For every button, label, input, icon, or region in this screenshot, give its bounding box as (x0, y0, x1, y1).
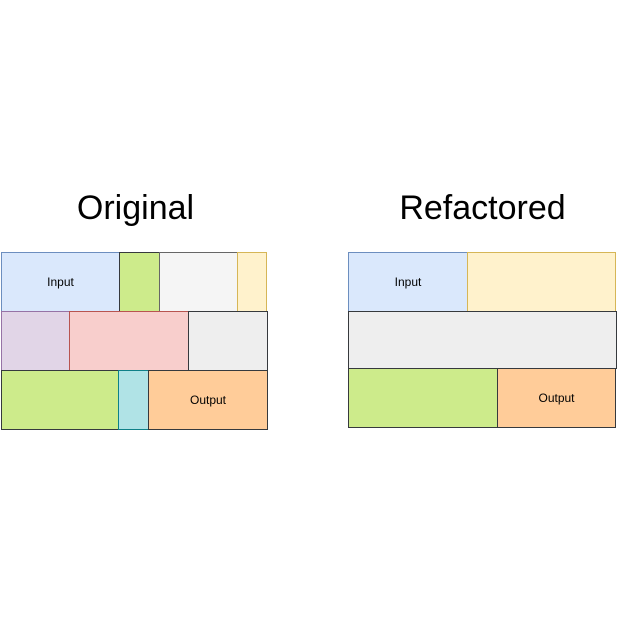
block-pink (69, 311, 189, 371)
block-purple (1, 311, 70, 371)
block-output: Output (497, 368, 616, 428)
block-label: Output (189, 393, 227, 407)
block-input: Input (1, 252, 120, 312)
block-output: Output (148, 370, 268, 430)
block-lime (1, 370, 119, 430)
diagram-refactored: Input Output (348, 252, 617, 428)
diagram-row: Output (348, 368, 617, 428)
diagram-row: Input (348, 252, 617, 312)
block-yellow (237, 252, 267, 312)
block-gray (188, 311, 268, 371)
block-label: Output (538, 391, 575, 405)
block-cyan (118, 370, 149, 430)
diagram-row: Input (1, 252, 270, 312)
block-input: Input (348, 252, 468, 312)
block-yellow (467, 252, 616, 312)
diagram-original: Input Output (1, 252, 270, 430)
block-gray (348, 311, 617, 369)
block-label: Input (47, 275, 74, 289)
diagram-row (348, 311, 617, 369)
title-refactored: Refactored (399, 189, 566, 227)
diagram-row: Output (1, 370, 270, 430)
block-lime (348, 368, 498, 428)
diagram-row (1, 311, 270, 371)
title-original: Original (76, 189, 195, 227)
block-lime (119, 252, 160, 312)
block-white (159, 252, 238, 312)
block-label: Input (394, 275, 422, 289)
